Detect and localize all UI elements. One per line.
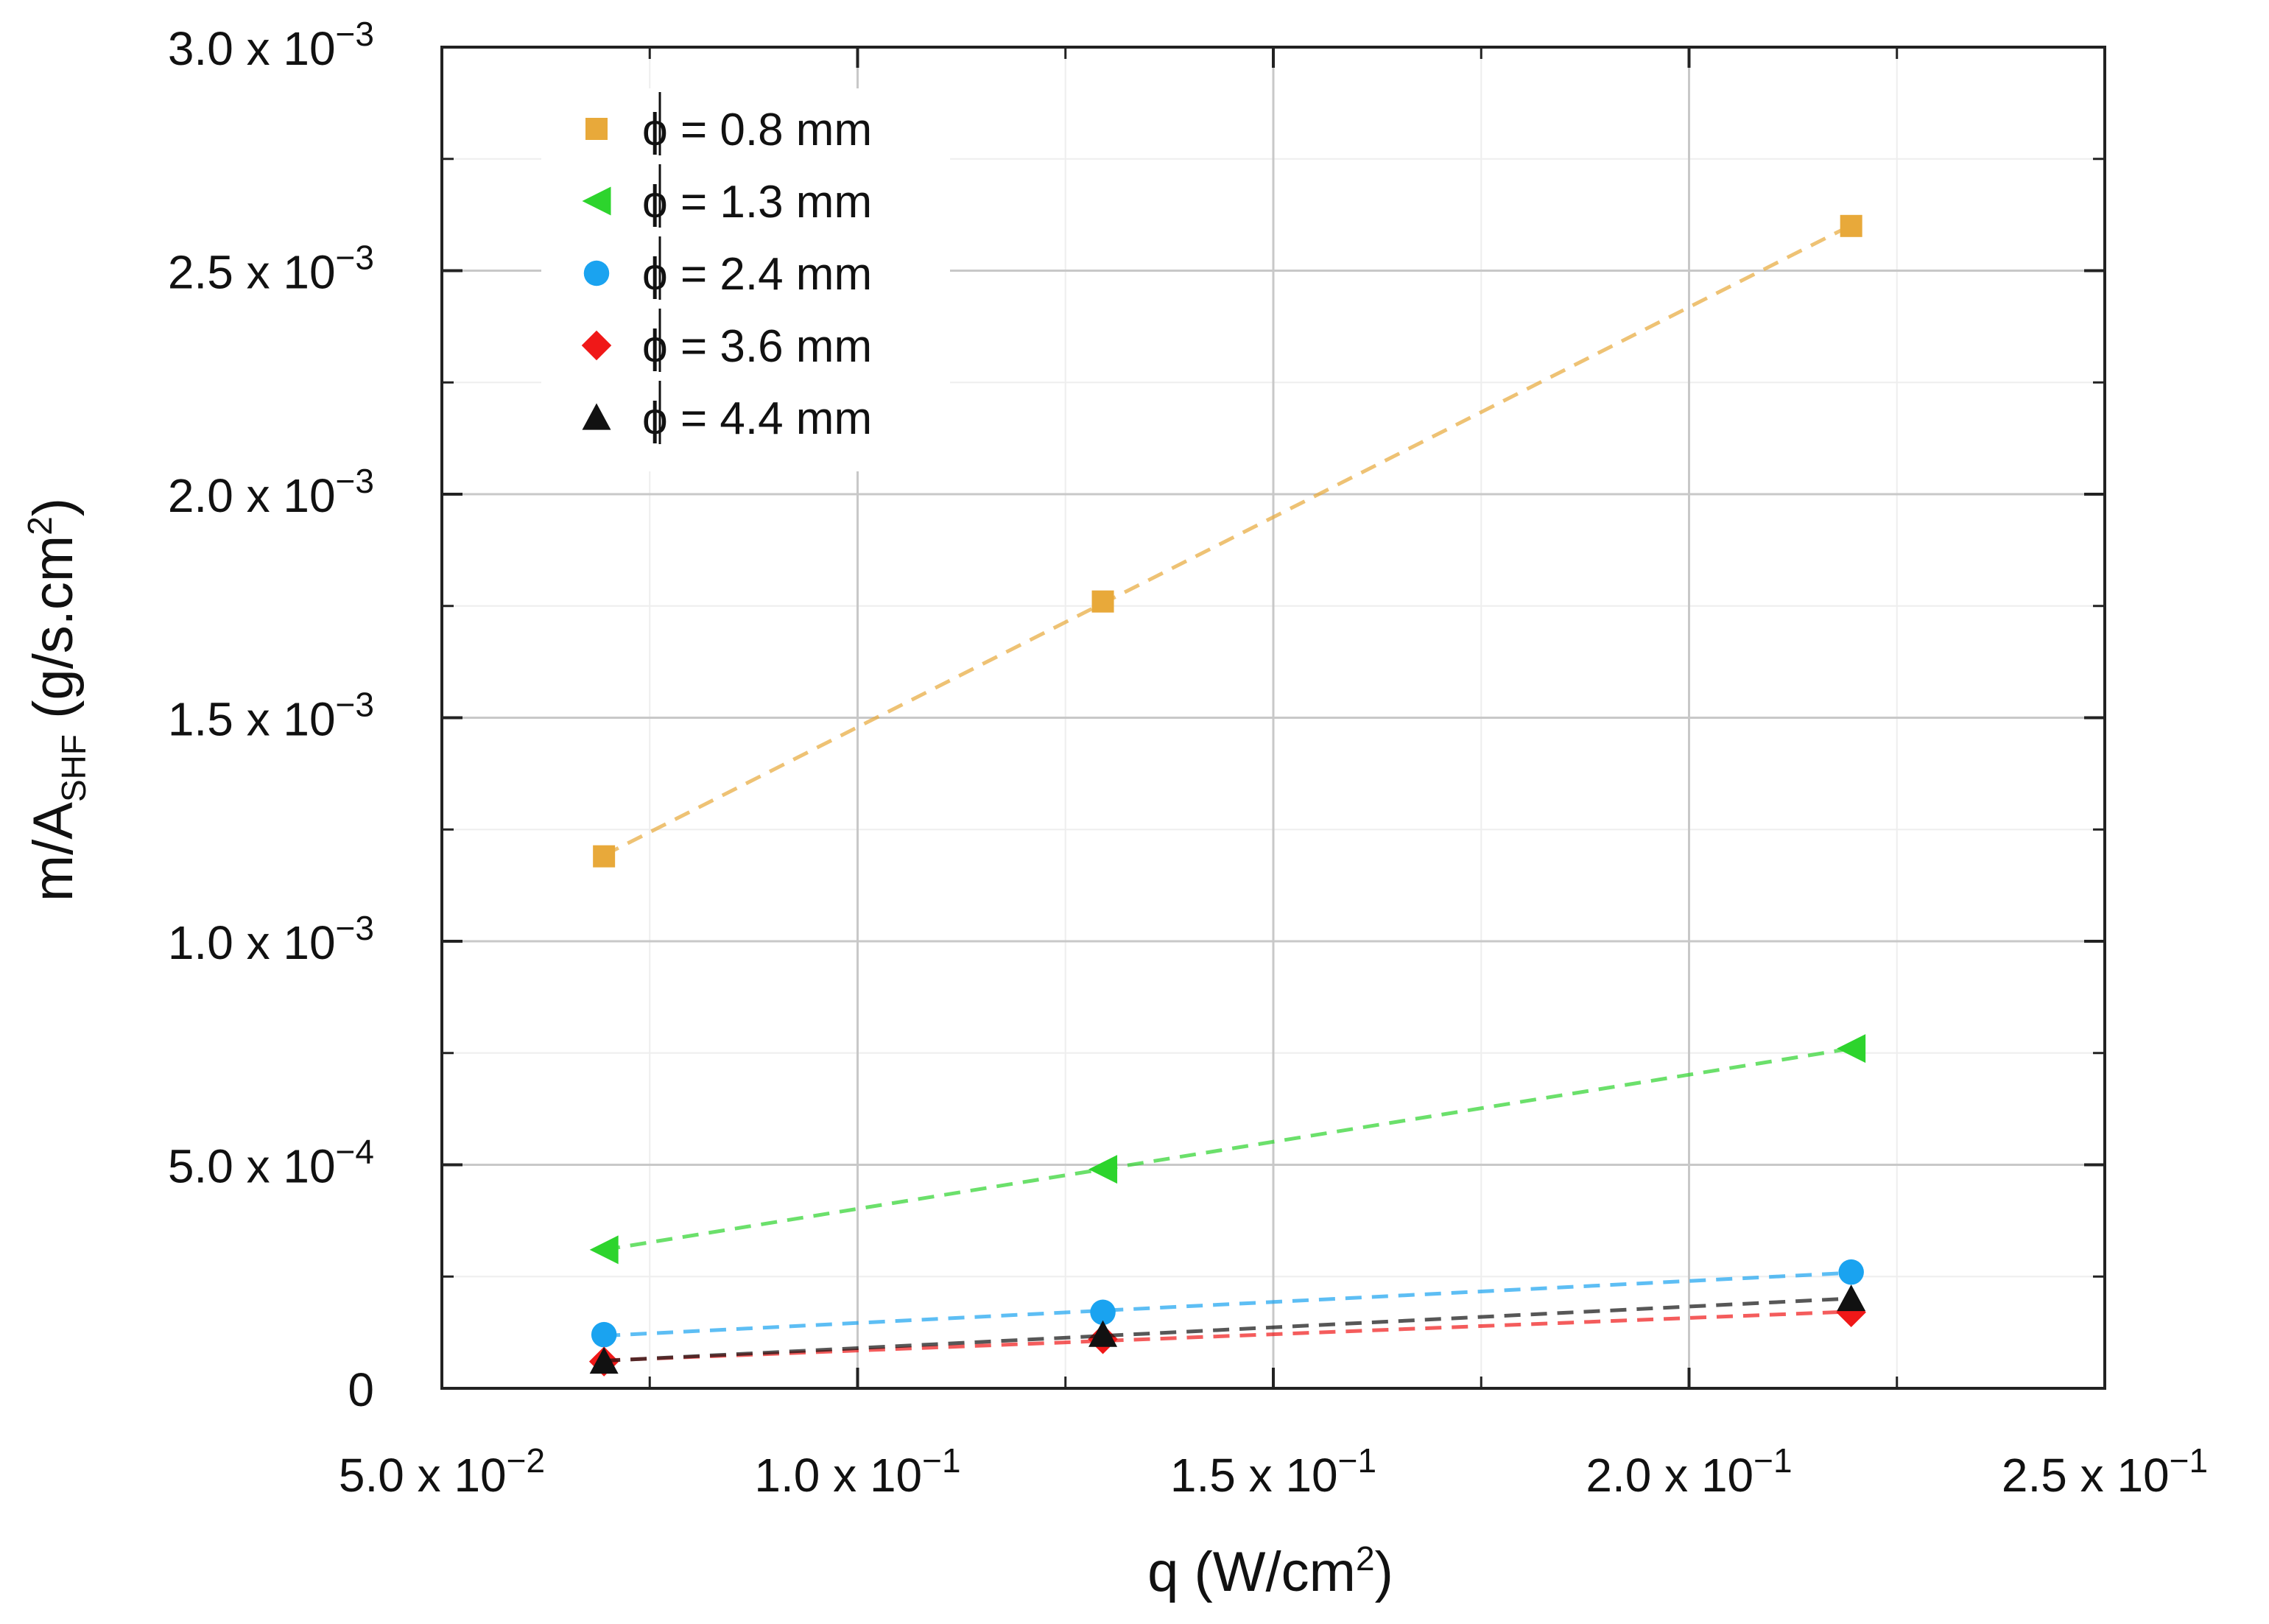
legend: ϕ = 0.8 mm ϕ = 1.3 mm ϕ = 2.4 mm ϕ = 3.6 mm…	[541, 88, 950, 471]
y-tick-label: 1.5 x 10−3	[168, 686, 374, 746]
x-tick-label: 5.0 x 10−2	[339, 1441, 545, 1502]
legend-marker	[585, 118, 608, 140]
legend-label: ϕ = 1.3 mm	[642, 177, 872, 228]
data-point	[1840, 214, 1862, 237]
data-point	[1838, 1259, 1864, 1285]
y-tick-label: 1.0 x 10−3	[168, 909, 374, 969]
y-tick-label: 2.0 x 10−3	[168, 462, 374, 522]
ticks: 5.0 x 10−2 1.0 x 10−1 1.5 x 10−1 2.0 x 10−1…	[168, 15, 2208, 1502]
series-line	[604, 1310, 1851, 1363]
data-point	[1837, 1284, 1866, 1312]
series-2	[589, 1034, 1866, 1265]
series-1	[593, 214, 1862, 868]
x-axis-title: q (W/cm2)	[1147, 1539, 1393, 1603]
x-tick-label: 2.5 x 10−1	[2002, 1441, 2208, 1502]
series-3	[591, 1259, 1864, 1348]
series-line	[604, 1296, 1851, 1363]
data-point	[1088, 1155, 1118, 1184]
legend-label: ϕ = 0.8 mm	[642, 105, 872, 155]
series-line	[604, 1270, 1851, 1338]
legend-label: ϕ = 2.4 mm	[642, 249, 872, 300]
series-layer	[588, 214, 1866, 1377]
legend-box	[541, 88, 950, 471]
y-tick-label: 3.0 x 10−3	[168, 15, 374, 75]
x-tick-label: 2.0 x 10−1	[1586, 1441, 1792, 1502]
data-point	[1091, 590, 1114, 613]
data-point	[589, 1235, 619, 1265]
x-tick-label: 1.5 x 10−1	[1170, 1441, 1376, 1502]
legend-marker	[582, 186, 611, 216]
data-point	[589, 1347, 619, 1374]
data-point	[591, 1321, 617, 1348]
y-tick-label: 0	[348, 1363, 374, 1416]
legend-marker	[582, 403, 611, 430]
legend-marker	[581, 330, 612, 361]
legend-marker	[583, 260, 610, 287]
data-point	[1088, 1320, 1118, 1347]
data-point	[1090, 1299, 1116, 1326]
series-5	[589, 1284, 1866, 1374]
x-tick-label: 1.0 x 10−1	[754, 1441, 960, 1502]
data-point	[1837, 1034, 1866, 1064]
y-tick-label: 5.0 x 10−4	[168, 1133, 374, 1193]
series-line	[603, 223, 1852, 857]
legend-label: ϕ = 3.6 mm	[642, 321, 872, 372]
y-axis-title: m/ASHF (g/s.cm2)	[21, 498, 93, 901]
legend-label: ϕ = 4.4 mm	[642, 393, 872, 444]
data-point	[593, 845, 616, 868]
y-tick-label: 2.5 x 10−3	[168, 239, 374, 299]
